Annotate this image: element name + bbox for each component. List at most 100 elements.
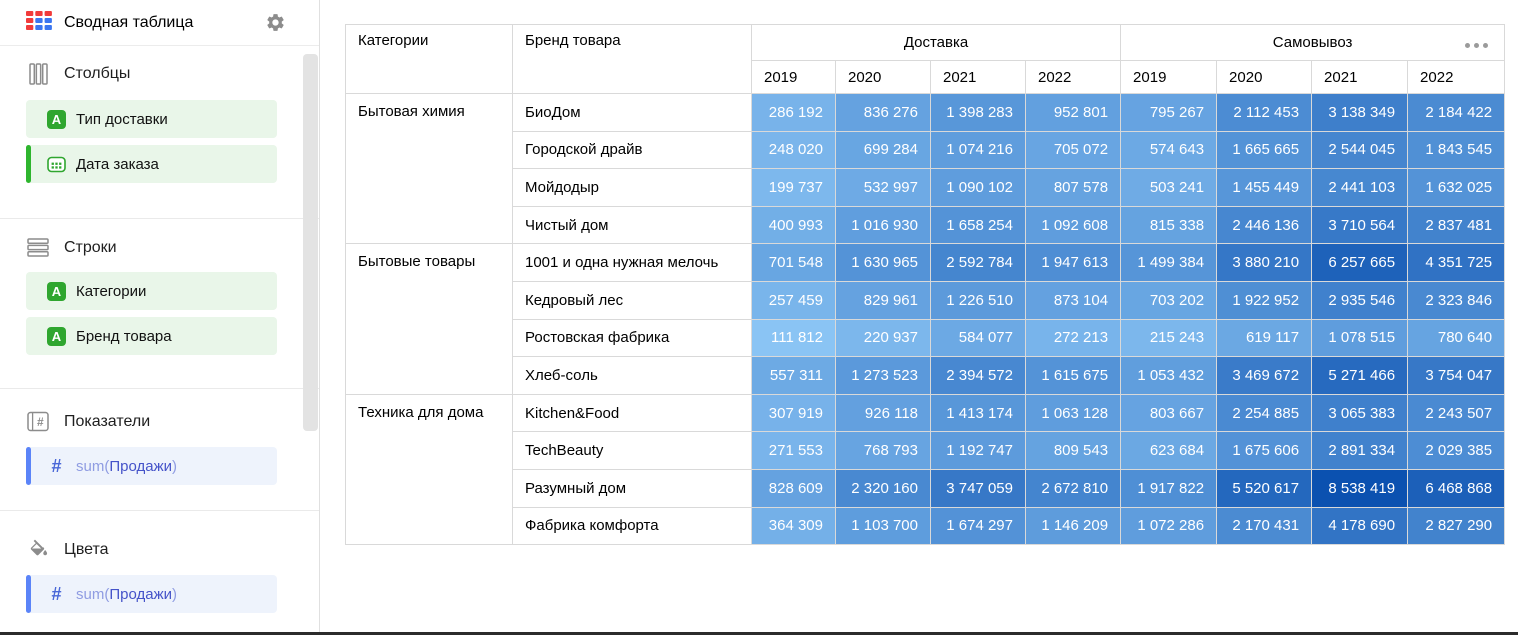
value-cell: 2 672 810 [1024, 468, 1122, 508]
value-cell: 5 520 617 [1216, 468, 1313, 508]
value-cell: 3 710 564 [1311, 205, 1409, 245]
year-header[interactable]: 2021 [930, 60, 1026, 94]
colors-icon [26, 539, 50, 560]
value-cell: 257 459 [751, 280, 836, 320]
value-cell: 6 257 665 [1311, 243, 1409, 282]
pivot-table-logo-icon [26, 10, 52, 35]
value-cell: 703 202 [1120, 280, 1218, 320]
value-cell: 2 592 784 [930, 243, 1026, 282]
value-cell: 795 267 [1120, 93, 1218, 132]
value-cell: 2 243 507 [1407, 393, 1506, 433]
measure-field-name: Продажи [109, 457, 172, 475]
year-header[interactable]: 2022 [1024, 60, 1122, 94]
year-header[interactable]: 2019 [1120, 60, 1218, 94]
aggregation-suffix: ) [172, 457, 177, 475]
value-cell: 272 213 [1024, 318, 1122, 358]
value-cell: 3 754 047 [1407, 356, 1506, 395]
year-header[interactable]: 2021 [1311, 60, 1409, 94]
value-cell: 1 413 174 [930, 393, 1026, 433]
column-group-header[interactable]: Самовывоз [1120, 24, 1506, 61]
value-cell: 4 351 725 [1407, 243, 1506, 282]
field-label: Категории [76, 282, 147, 300]
year-header[interactable]: 2019 [751, 60, 836, 94]
measure-field-name: Продажи [109, 585, 172, 603]
value-cell: 807 578 [1024, 168, 1122, 207]
value-cell: 780 640 [1407, 318, 1506, 358]
section-rows: Строки A Категории A Бренд товара [0, 219, 319, 389]
brand-cell: Чистый дом [512, 205, 752, 245]
field-label: sum(Продажи) [76, 586, 177, 603]
row-dimension-header[interactable]: Категории [345, 24, 513, 94]
table-row: Чистый дом 400 993 1 016 930 1 658 254 1 092… [346, 205, 1506, 245]
year-header[interactable]: 2022 [1407, 60, 1506, 94]
sidebar-scrollbar-thumb[interactable] [303, 54, 318, 431]
aggregation-prefix: sum( [76, 585, 110, 603]
field-pill[interactable]: Дата заказа [26, 145, 277, 183]
rows-icon [26, 238, 50, 257]
value-cell: 557 311 [751, 356, 836, 395]
value-cell: 5 271 466 [1311, 356, 1409, 395]
value-cell: 701 548 [751, 243, 836, 282]
table-row: Разумный дом 828 609 2 320 160 3 747 059 2 6… [346, 468, 1506, 508]
year-header[interactable]: 2020 [1216, 60, 1313, 94]
row-dimension-header[interactable]: Бренд товара [512, 24, 752, 94]
value-cell: 623 684 [1120, 431, 1218, 470]
value-cell: 2 029 385 [1407, 431, 1506, 470]
value-cell: 574 643 [1120, 130, 1218, 170]
brand-cell: Kitchen&Food [512, 393, 752, 433]
value-cell: 3 880 210 [1216, 243, 1313, 282]
value-cell: 1 103 700 [835, 506, 931, 546]
value-cell: 307 919 [751, 393, 836, 433]
field-pill[interactable]: A Категории [26, 272, 277, 310]
value-cell: 1 016 930 [835, 205, 931, 245]
active-field-indicator [26, 575, 31, 613]
column-group-header[interactable]: Доставка [750, 24, 1122, 61]
value-cell: 2 891 334 [1311, 431, 1409, 470]
settings-gear-icon[interactable] [265, 12, 286, 33]
field-pill[interactable]: # sum(Продажи) [26, 447, 277, 485]
string-field-icon: A [47, 109, 66, 129]
value-cell: 1 090 102 [930, 168, 1026, 207]
value-cell: 1 674 297 [930, 506, 1026, 546]
section-colors: Цвета # sum(Продажи) [0, 511, 319, 613]
active-field-indicator [26, 145, 31, 183]
value-cell: 400 993 [751, 205, 836, 245]
value-cell: 248 020 [751, 130, 836, 170]
value-cell: 2 320 160 [835, 468, 931, 508]
section-label: Цвета [64, 540, 109, 558]
field-pill[interactable]: A Бренд товара [26, 317, 277, 355]
value-cell: 1 398 283 [930, 93, 1026, 132]
number-field-icon: # [51, 455, 62, 476]
value-cell: 1 947 613 [1024, 243, 1122, 282]
value-cell: 1 843 545 [1407, 130, 1506, 170]
chart-type-title: Сводная таблица [64, 13, 194, 31]
more-options-icon[interactable] [1461, 39, 1492, 52]
value-cell: 2 184 422 [1407, 93, 1506, 132]
value-cell: 503 241 [1120, 168, 1218, 207]
field-label: sum(Продажи) [76, 458, 177, 475]
active-field-indicator [26, 447, 31, 485]
aggregation-prefix: sum( [76, 457, 110, 475]
value-cell: 705 072 [1024, 130, 1122, 170]
year-header[interactable]: 2020 [835, 60, 931, 94]
value-cell: 1 078 515 [1311, 318, 1409, 358]
value-cell: 1 226 510 [930, 280, 1026, 320]
chart-config-sidebar: Сводная таблица Столбцы A Тип доставки Дата… [0, 0, 320, 632]
value-cell: 2 323 846 [1407, 280, 1506, 320]
value-cell: 699 284 [835, 130, 931, 170]
table-row: Кедровый лес 257 459 829 961 1 226 510 873 1… [346, 280, 1506, 320]
field-pill[interactable]: # sum(Продажи) [26, 575, 277, 613]
value-cell: 836 276 [835, 93, 931, 132]
value-cell: 1 499 384 [1120, 243, 1218, 282]
string-field-icon: A [47, 326, 66, 346]
field-pill[interactable]: A Тип доставки [26, 100, 277, 138]
value-cell: 271 553 [751, 431, 836, 470]
number-field-icon: # [51, 583, 62, 604]
category-cell: Техника для дома [345, 393, 513, 546]
value-cell: 768 793 [835, 431, 931, 470]
category-cell: Бытовые товары [345, 243, 513, 395]
brand-cell: 1001 и одна нужная мелочь [512, 243, 752, 282]
value-cell: 1 063 128 [1024, 393, 1122, 433]
section-title: Столбцы [26, 63, 319, 85]
value-cell: 2 394 572 [930, 356, 1026, 395]
